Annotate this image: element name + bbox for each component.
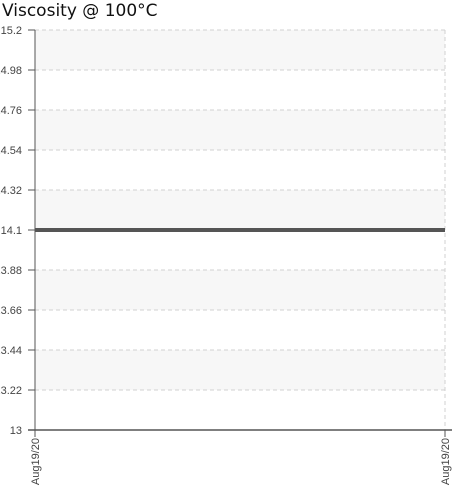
band [35, 190, 445, 230]
y-tick-label: 14.54 [0, 145, 22, 157]
band [35, 110, 445, 150]
y-tick-label: 14.32 [0, 185, 22, 197]
y-tick-label: 13.66 [0, 305, 22, 317]
y-tick-label: 13 [10, 425, 22, 437]
y-tick-label: 14.98 [0, 65, 22, 77]
x-tick-label: Aug19/20 [440, 438, 452, 485]
x-tick-label: Aug19/20 [30, 438, 42, 485]
y-tick-label: 15.2 [1, 25, 22, 37]
y-tick-label: 13.88 [0, 265, 22, 277]
band [35, 270, 445, 310]
y-tick-label: 14.1 [1, 225, 22, 237]
y-tick-label: 13.22 [0, 385, 22, 397]
band [35, 30, 445, 70]
chart-title: Viscosity @ 100°C [2, 1, 158, 21]
y-tick-label: 13.44 [0, 345, 22, 357]
band [35, 350, 445, 390]
y-tick-label: 14.76 [0, 105, 22, 117]
